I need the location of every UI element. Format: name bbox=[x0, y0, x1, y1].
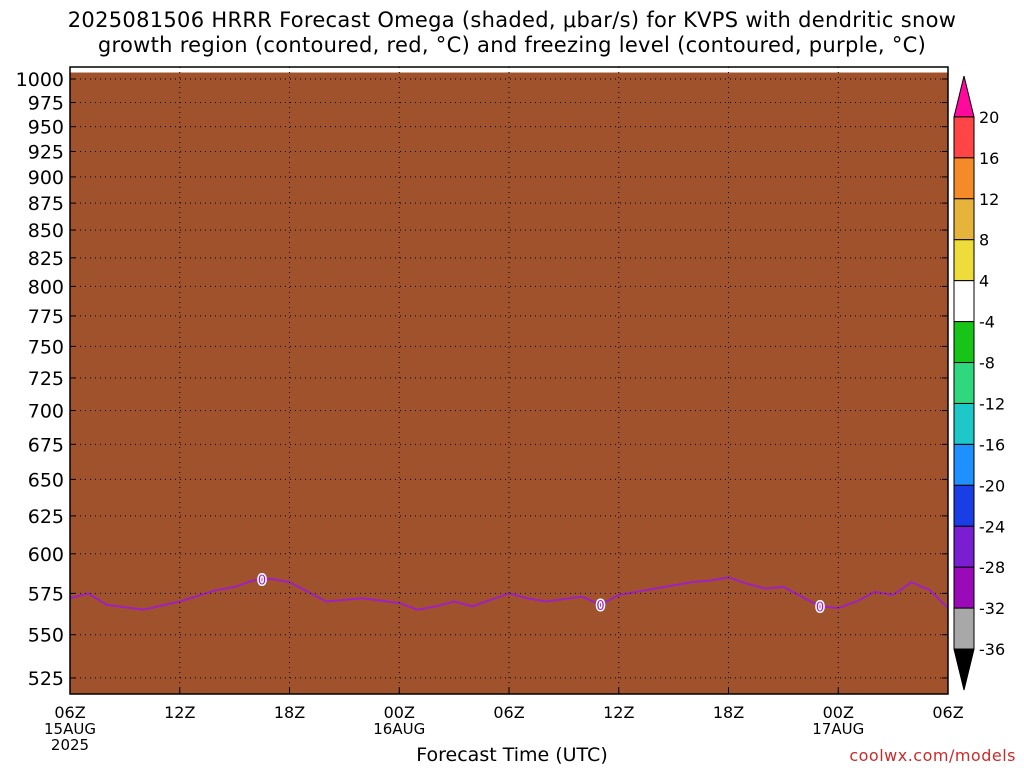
y-tick-label: 550 bbox=[28, 625, 64, 647]
colorbar-segment bbox=[953, 648, 975, 691]
colorbar-level-label: -32 bbox=[979, 599, 1005, 618]
colorbar-level-label: -36 bbox=[979, 640, 1005, 659]
colorbar-segment bbox=[953, 525, 975, 568]
x-tick-label: 06Z bbox=[54, 703, 85, 722]
colorbar-level-label: -28 bbox=[979, 558, 1005, 577]
y-tick-label: 725 bbox=[28, 368, 64, 390]
y-tick-label: 525 bbox=[28, 668, 64, 690]
colorbar-segment bbox=[953, 116, 975, 159]
colorbar-segment bbox=[953, 402, 975, 445]
colorbar-segment bbox=[953, 321, 975, 364]
x-tick-label: 12Z bbox=[164, 703, 195, 722]
x-tick-label: 00Z bbox=[823, 703, 854, 722]
colorbar-segment bbox=[953, 75, 975, 118]
x-tick-label: 00Z bbox=[384, 703, 415, 722]
colorbar-level-label: 16 bbox=[979, 149, 999, 168]
colorbar-level-label: -20 bbox=[979, 476, 1005, 495]
colorbar-level-label: 8 bbox=[979, 231, 989, 250]
y-tick-label: 900 bbox=[28, 167, 64, 189]
colorbar-segment bbox=[953, 484, 975, 527]
y-tick-label: 575 bbox=[28, 583, 64, 605]
colorbar-segment bbox=[953, 280, 975, 323]
x-tick-label: 06Z bbox=[493, 703, 524, 722]
colorbar-level-label: 12 bbox=[979, 190, 999, 209]
freezing-level-line bbox=[70, 576, 948, 611]
colorbar-level-label: -4 bbox=[979, 313, 995, 332]
y-tick-label: 925 bbox=[28, 141, 64, 163]
colorbar-level-label: -12 bbox=[979, 394, 1005, 413]
y-tick-label: 1000 bbox=[16, 69, 64, 91]
x-tick-date-label: 2025 bbox=[51, 736, 89, 754]
colorbar-level-label: -24 bbox=[979, 517, 1005, 536]
colorbar-level-label: 4 bbox=[979, 272, 989, 291]
y-tick-label: 875 bbox=[28, 193, 64, 215]
watermark-text: coolwx.com/models bbox=[849, 746, 1016, 765]
y-tick-label: 650 bbox=[28, 469, 64, 491]
y-tick-label: 975 bbox=[28, 93, 64, 115]
y-tick-label: 950 bbox=[28, 117, 64, 139]
x-tick-date-label: 16AUG bbox=[373, 720, 425, 738]
colorbar-level-label: -8 bbox=[979, 354, 995, 373]
colorbar-segment bbox=[953, 362, 975, 404]
colorbar-level-label: -16 bbox=[979, 435, 1005, 454]
freezing-level-label: 0 bbox=[258, 574, 266, 589]
shading-layer: 0 0 0 bbox=[70, 72, 948, 694]
x-tick-date-label: 17AUG bbox=[812, 720, 864, 738]
x-tick-label: 12Z bbox=[603, 703, 634, 722]
y-tick-label: 825 bbox=[28, 248, 64, 270]
freezing-level-label: 0 bbox=[596, 599, 604, 614]
colorbar-segment bbox=[953, 198, 975, 241]
freezing-level-label: 0 bbox=[816, 600, 824, 615]
colorbar-segment bbox=[953, 566, 975, 609]
chart-title-line-1: 2025081506 HRRR Forecast Omega (shaded, … bbox=[67, 8, 957, 32]
y-tick-label: 800 bbox=[28, 276, 64, 298]
y-tick-label: 775 bbox=[28, 306, 64, 328]
y-tick-label: 700 bbox=[28, 401, 64, 423]
x-tick-date-label: 15AUG bbox=[44, 720, 96, 738]
colorbar-level-label: 20 bbox=[979, 108, 999, 127]
y-tick-label: 850 bbox=[28, 220, 64, 242]
chart-title: 2025081506 HRRR Forecast Omega (shaded, … bbox=[0, 8, 1024, 58]
colorbar-segment bbox=[953, 607, 975, 650]
x-axis-label: Forecast Time (UTC) bbox=[416, 744, 608, 766]
x-tick-label: 18Z bbox=[274, 703, 305, 722]
x-tick-label: 18Z bbox=[713, 703, 744, 722]
x-tick-label: 06Z bbox=[932, 703, 963, 722]
y-tick-label: 675 bbox=[28, 434, 64, 456]
colorbar-segment bbox=[953, 443, 975, 486]
y-tick-label: 750 bbox=[28, 336, 64, 358]
colorbar-segment bbox=[953, 157, 975, 200]
colorbar-segment bbox=[953, 239, 975, 282]
y-tick-label: 625 bbox=[28, 506, 64, 528]
y-tick-label: 600 bbox=[28, 544, 64, 566]
chart-title-line-2: growth region (contoured, red, °C) and f… bbox=[97, 33, 927, 57]
